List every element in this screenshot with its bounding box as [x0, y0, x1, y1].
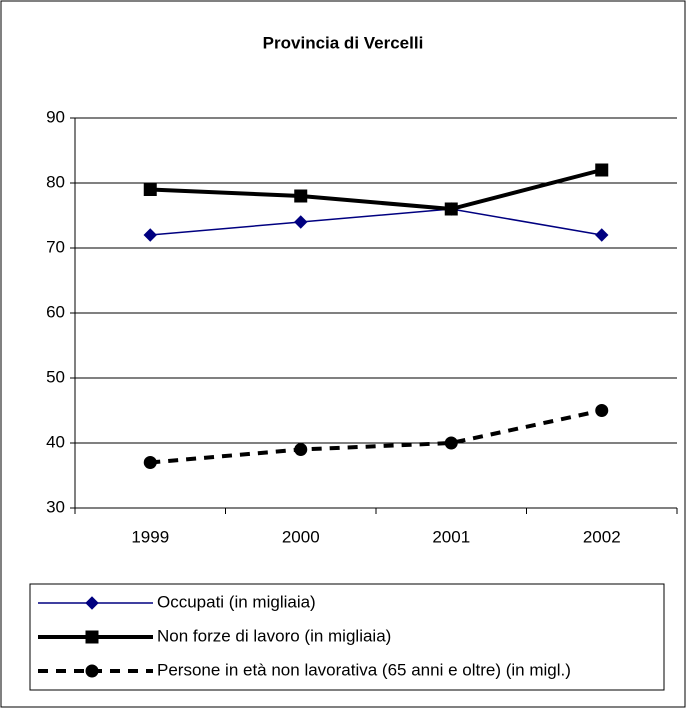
- point: [294, 443, 308, 456]
- y-tick-label: 40: [46, 432, 65, 451]
- point: [294, 189, 308, 203]
- y-tick-label: 60: [46, 302, 65, 321]
- y-tick-label: 30: [46, 497, 65, 516]
- point: [595, 404, 609, 417]
- point: [294, 215, 308, 229]
- series-line: [150, 408, 603, 465]
- y-tick-label: 90: [46, 107, 65, 126]
- series-line: [150, 168, 603, 212]
- x-tick-label: 2002: [583, 527, 621, 546]
- x-tick-label: 1999: [131, 527, 169, 546]
- legend-marker: [85, 664, 99, 678]
- y-tick-label: 80: [46, 172, 65, 191]
- x-tick-label: 2000: [282, 527, 320, 546]
- series-line: [150, 208, 602, 236]
- point: [143, 456, 157, 469]
- y-tick-label: 50: [46, 367, 65, 386]
- chart-title: Provincia di Vercelli: [263, 33, 424, 52]
- legend-label: Occupati (in migliaia): [157, 592, 316, 611]
- x-tick-label: 2001: [432, 527, 470, 546]
- legend-marker: [85, 630, 99, 644]
- legend-label: Non forze di lavoro (in migliaia): [157, 626, 391, 645]
- legend-marker: [85, 596, 99, 610]
- point: [143, 183, 157, 196]
- point: [595, 228, 609, 242]
- y-tick-label: 70: [46, 237, 65, 256]
- point: [444, 202, 458, 216]
- point: [444, 436, 458, 450]
- point: [143, 228, 157, 242]
- legend-label: Persone in età non lavorativa (65 anni e…: [157, 660, 571, 679]
- point: [595, 163, 609, 177]
